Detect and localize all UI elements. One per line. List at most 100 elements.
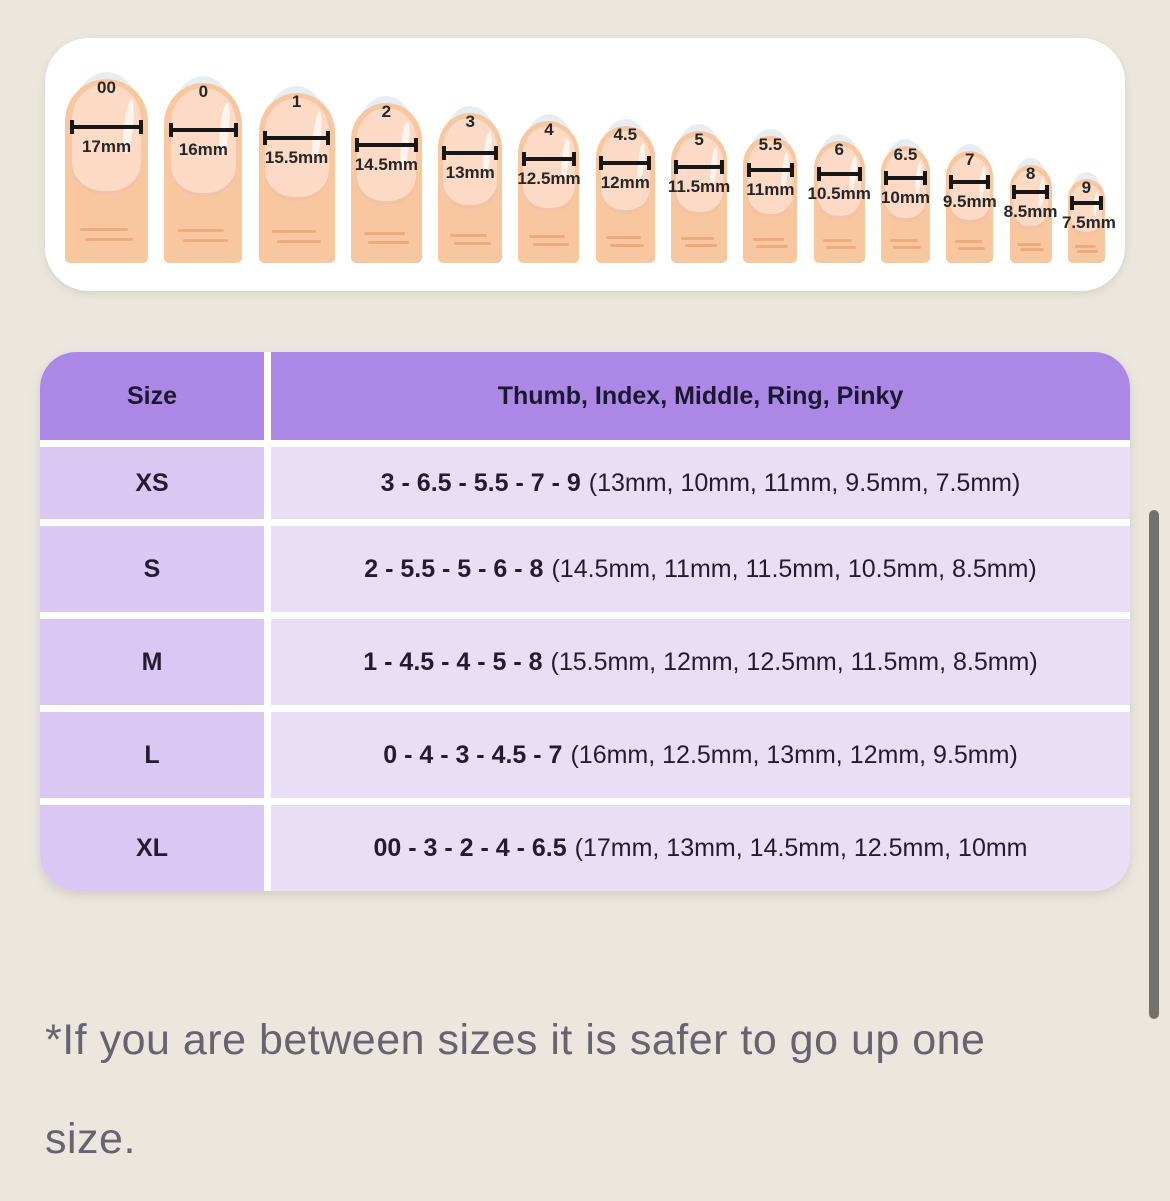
finger-mm-label: 16mm (178, 140, 228, 160)
width-measure-bar (522, 152, 576, 167)
width-measure-bar (1070, 196, 1103, 211)
finger-size-7: 7 9.5mm (943, 144, 997, 263)
knuckle-crease (889, 239, 919, 243)
knuckle-crease (1017, 242, 1042, 246)
nail-plate (675, 136, 723, 217)
finger-size-label: 6.5 (893, 145, 918, 164)
nail-plate (817, 146, 861, 221)
finger-mm-label: 9.5mm (942, 191, 997, 211)
finger-size-6.5: 6.5 10mm (881, 139, 930, 263)
knuckle-crease (753, 237, 785, 241)
measure-bar-line (69, 125, 144, 130)
row-sizes-bold: 00 - 3 - 2 - 4 - 6.5 (373, 833, 567, 862)
size-table: Size Thumb, Index, Middle, Ring, Pinky X… (40, 352, 1130, 891)
knuckle-crease (1019, 248, 1045, 252)
knuckle-crease (681, 236, 714, 240)
finger-size-label: 3 (465, 112, 475, 131)
size-table-header-size: Size (40, 352, 264, 440)
finger-size-1: 1 15.5mm (258, 86, 335, 263)
finger-mm-label: 12.5mm (517, 169, 581, 189)
width-measure-bar (816, 167, 862, 182)
knuckle-crease (822, 238, 853, 242)
footnote-line-2: size. (45, 1115, 136, 1163)
finger-size-label: 4.5 (613, 125, 638, 144)
finger-size-label: 4 (544, 120, 554, 139)
finger-mm-label: 11.5mm (667, 176, 731, 196)
row-sizes-mm: (14.5mm, 11mm, 11.5mm, 10.5mm, 8.5mm) (551, 554, 1037, 583)
width-measure-bar (1012, 185, 1050, 200)
footnote: *If you are between sizes it is safer to… (45, 1016, 1115, 1163)
finger-mm-label: 15.5mm (264, 147, 329, 167)
nail-plate (170, 88, 237, 197)
finger-mm-label: 7.5mm (1061, 213, 1116, 233)
nail-plate (1070, 184, 1102, 236)
finger-size-00: 00 17mm (65, 72, 148, 263)
finger-size-8: 8 8.5mm (1004, 158, 1058, 263)
knuckle-crease (609, 243, 645, 247)
width-measure-bar (263, 130, 331, 145)
width-measure-bar (69, 120, 144, 135)
knuckle-crease (529, 235, 565, 239)
knuckle-crease (453, 242, 491, 246)
knuckle-crease (954, 240, 982, 244)
finger-size-9: 9 7.5mm (1062, 172, 1116, 263)
finger-size-2: 2 14.5mm (350, 96, 422, 263)
finger-size-4.5: 4.5 12mm (595, 119, 655, 263)
footnote-line-1: *If you are between sizes it is safer to… (45, 1016, 986, 1064)
knuckle-crease (1074, 245, 1096, 249)
measure-bar-line (522, 157, 576, 162)
width-measure-bar (442, 145, 499, 160)
measure-bar-line (746, 168, 795, 173)
size-row-label-XL: XL (40, 805, 264, 891)
knuckle-crease (183, 238, 229, 242)
measure-bar-line (355, 143, 418, 148)
finger-size-4: 4 12.5mm (517, 114, 581, 263)
size-row-label-M: M (40, 619, 264, 705)
row-sizes-bold: 0 - 4 - 3 - 4.5 - 7 (383, 740, 563, 769)
finger-mm-label: 11mm (746, 180, 795, 200)
finger-mm-label: 10mm (880, 188, 931, 208)
finger-illustrations-row: 00 17mm 0 16mm 1 15.5mm 2 14.5mm 3 13mm 4 12.5mm 4.5… (45, 38, 1125, 263)
knuckle-crease (756, 244, 788, 248)
size-row-values-L: 0 - 4 - 3 - 4.5 - 7 (16mm, 12.5mm, 13mm, … (271, 712, 1130, 798)
knuckle-crease (178, 228, 224, 232)
knuckle-crease (892, 246, 922, 250)
finger-mm-label: 14.5mm (354, 155, 419, 175)
row-sizes-mm: (13mm, 10mm, 11mm, 9.5mm, 7.5mm) (588, 468, 1021, 497)
finger-size-5: 5 11.5mm (668, 124, 730, 263)
finger-size-label: 5 (694, 130, 704, 149)
width-measure-bar (674, 159, 725, 174)
knuckle-crease (363, 232, 405, 236)
width-measure-bar (746, 163, 795, 178)
size-row-values-XS: 3 - 6.5 - 5.5 - 7 - 9 (13mm, 10mm, 11mm, … (271, 447, 1130, 519)
width-measure-bar (355, 138, 418, 153)
size-table-header-fingers: Thumb, Index, Middle, Ring, Pinky (271, 352, 1130, 440)
knuckle-crease (825, 245, 856, 249)
knuckle-crease (272, 230, 317, 234)
row-sizes-mm: (17mm, 13mm, 14.5mm, 12.5mm, 10mm (574, 833, 1028, 862)
measure-bar-line (263, 135, 331, 140)
finger-size-5.5: 5.5 11mm (743, 129, 798, 263)
size-row-values-S: 2 - 5.5 - 5 - 6 - 8 (14.5mm, 11mm, 11.5mm… (271, 526, 1130, 612)
knuckle-crease (1076, 249, 1099, 253)
knuckle-crease (84, 238, 134, 242)
measure-bar-line (816, 172, 862, 177)
nail-width-guide-card: 00 17mm 0 16mm 1 15.5mm 2 14.5mm 3 13mm 4 12.5mm 4.5… (45, 38, 1125, 291)
finger-mm-label: 10.5mm (807, 184, 871, 204)
measure-bar-line (599, 160, 652, 165)
finger-size-label: 8 (1025, 164, 1036, 183)
finger-size-label: 2 (381, 102, 392, 121)
nail-plate (950, 156, 990, 225)
row-sizes-mm: (16mm, 12.5mm, 13mm, 12mm, 9.5mm) (570, 740, 1018, 769)
scrollbar-thumb[interactable] (1149, 510, 1159, 1019)
width-measure-bar (883, 171, 928, 186)
row-sizes-mm: (15.5mm, 12mm, 12.5mm, 11.5mm, 8.5mm) (550, 647, 1038, 676)
finger-size-label: 0 (198, 82, 209, 101)
finger-size-label: 1 (291, 92, 302, 111)
size-row-values-M: 1 - 4.5 - 4 - 5 - 8 (15.5mm, 12mm, 12.5mm… (271, 619, 1130, 705)
row-sizes-bold: 2 - 5.5 - 5 - 6 - 8 (364, 554, 544, 583)
knuckle-crease (449, 233, 487, 237)
finger-size-0: 0 16mm (164, 76, 243, 263)
row-sizes-bold: 3 - 6.5 - 5.5 - 7 - 9 (380, 468, 581, 497)
finger-size-3: 3 13mm (438, 106, 503, 263)
